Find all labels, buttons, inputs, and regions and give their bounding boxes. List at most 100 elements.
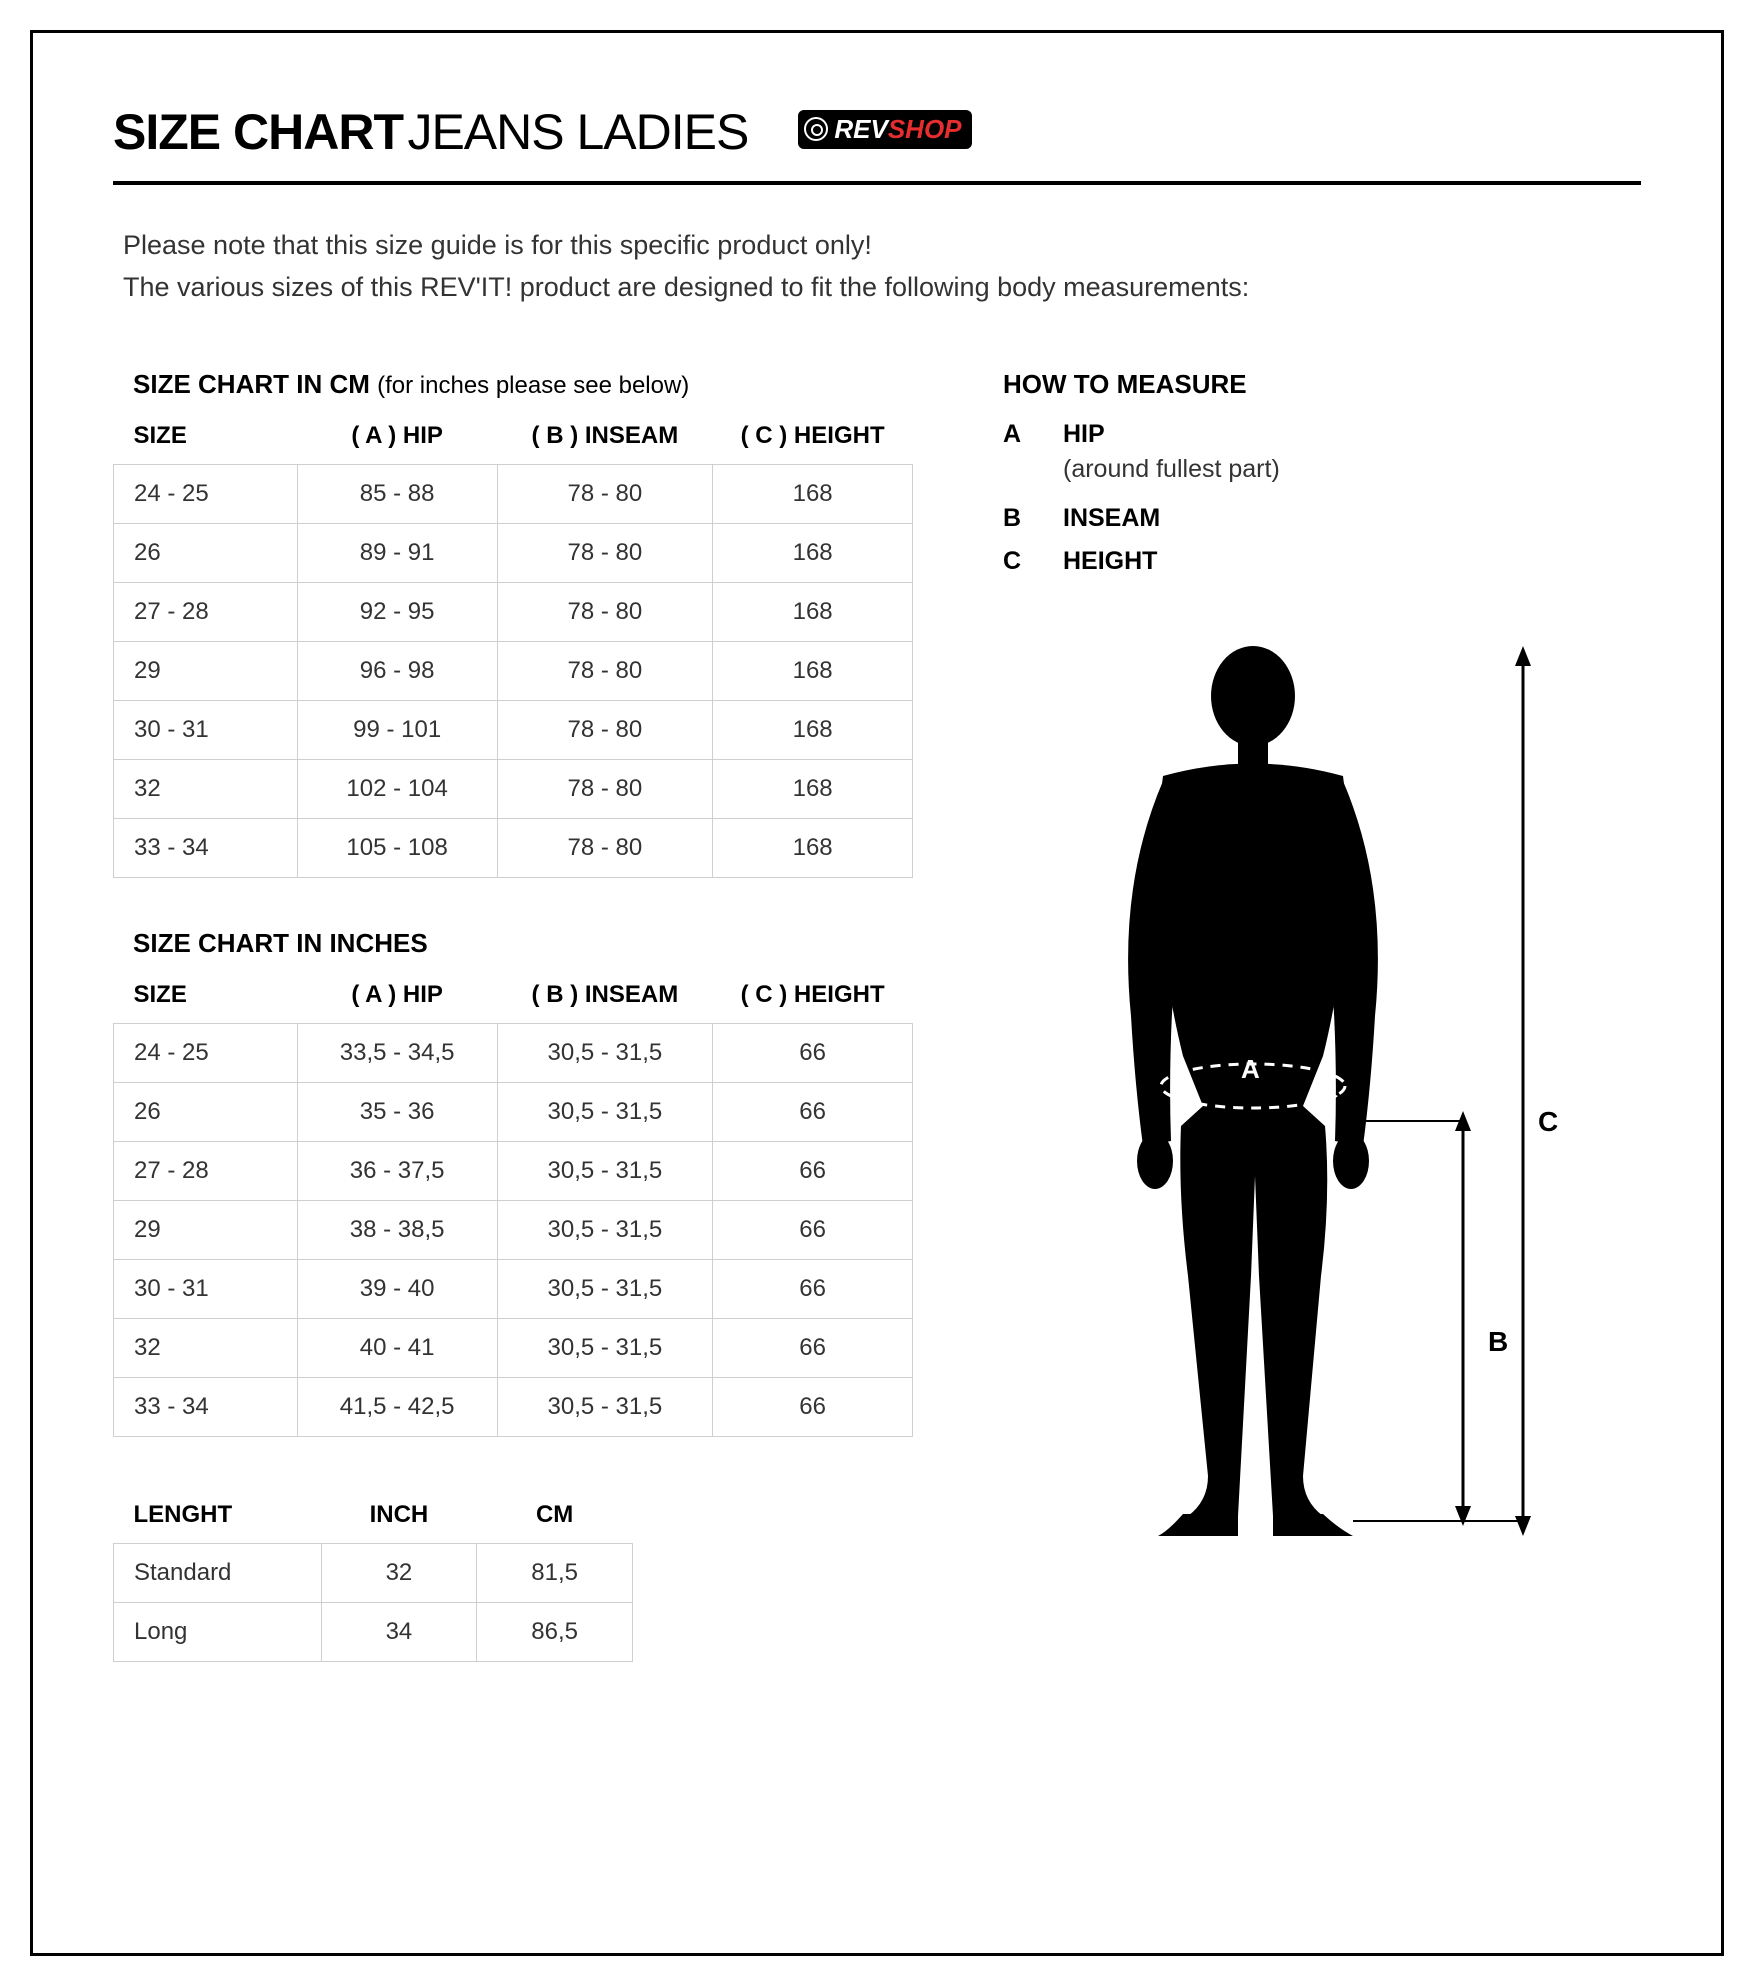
table-cell: 78 - 80 <box>497 818 713 877</box>
in-section-title: SIZE CHART IN INCHES <box>133 928 913 959</box>
table-cell: 33 - 34 <box>114 818 298 877</box>
table-cell: 24 - 25 <box>114 1023 298 1082</box>
measure-key: C <box>1003 547 1063 576</box>
measure-legend: AHIP(around fullest part)BINSEAMCHEIGHT <box>1003 420 1641 576</box>
table-cell: 78 - 80 <box>497 641 713 700</box>
table-cell: 33 - 34 <box>114 1377 298 1436</box>
table-cell: 66 <box>713 1023 913 1082</box>
table-cell: 41,5 - 42,5 <box>297 1377 497 1436</box>
column-header: ( A ) HIP <box>297 408 497 465</box>
title-light: JEANS LADIES <box>407 104 748 160</box>
cm-subtitle: (for inches please see below) <box>377 372 689 399</box>
table-cell: 32 <box>114 759 298 818</box>
table-cell: 92 - 95 <box>297 582 497 641</box>
table-cell: 24 - 25 <box>114 464 298 523</box>
table-row: 32102 - 10478 - 80168 <box>114 759 913 818</box>
size-chart-cm-table: SIZE( A ) HIP( B ) INSEAM( C ) HEIGHT24 … <box>113 408 913 878</box>
table-row: 2996 - 9878 - 80168 <box>114 641 913 700</box>
table-cell: 66 <box>713 1141 913 1200</box>
table-cell: 30,5 - 31,5 <box>497 1023 713 1082</box>
column-header: LENGHT <box>114 1487 322 1544</box>
table-row: 24 - 2533,5 - 34,530,5 - 31,566 <box>114 1023 913 1082</box>
measure-column: HOW TO MEASURE AHIP(around fullest part)… <box>1003 369 1641 1556</box>
table-cell: 78 - 80 <box>497 582 713 641</box>
measure-label: HIP <box>1063 420 1641 449</box>
table-cell: 66 <box>713 1200 913 1259</box>
tables-column: SIZE CHART IN CM (for inches please see … <box>113 369 913 1662</box>
table-cell: 81,5 <box>477 1543 633 1602</box>
table-row: Standard3281,5 <box>114 1543 633 1602</box>
table-cell: 29 <box>114 1200 298 1259</box>
table-row: 24 - 2585 - 8878 - 80168 <box>114 464 913 523</box>
table-cell: 30 - 31 <box>114 700 298 759</box>
table-cell: 168 <box>713 700 913 759</box>
table-cell: 85 - 88 <box>297 464 497 523</box>
figure-svg <box>1003 636 1563 1556</box>
table-row: 27 - 2892 - 9578 - 80168 <box>114 582 913 641</box>
table-cell: 168 <box>713 582 913 641</box>
table-cell: 30 - 31 <box>114 1259 298 1318</box>
intro-line-2: The various sizes of this REV'IT! produc… <box>123 267 1641 309</box>
table-cell: 66 <box>713 1082 913 1141</box>
page-title: SIZE CHART JEANS LADIES <box>113 103 748 161</box>
table-row: 27 - 2836 - 37,530,5 - 31,566 <box>114 1141 913 1200</box>
table-cell: 66 <box>713 1377 913 1436</box>
table-cell: 33,5 - 34,5 <box>297 1023 497 1082</box>
table-cell: 168 <box>713 464 913 523</box>
logo-text-shop: SHOP <box>888 114 962 145</box>
intro-text: Please note that this size guide is for … <box>113 225 1641 309</box>
table-row: 3240 - 4130,5 - 31,566 <box>114 1318 913 1377</box>
table-cell: Long <box>114 1602 322 1661</box>
table-cell: 168 <box>713 523 913 582</box>
table-row: 2938 - 38,530,5 - 31,566 <box>114 1200 913 1259</box>
table-cell: 30,5 - 31,5 <box>497 1141 713 1200</box>
table-cell: 29 <box>114 641 298 700</box>
table-row: 30 - 3139 - 4030,5 - 31,566 <box>114 1259 913 1318</box>
table-cell: 26 <box>114 1082 298 1141</box>
logo-text-rev: REV <box>834 114 887 145</box>
column-header: ( A ) HIP <box>297 967 497 1024</box>
table-cell: 40 - 41 <box>297 1318 497 1377</box>
divider <box>113 181 1641 185</box>
length-table: LENGHTINCHCMStandard3281,5Long3486,5 <box>113 1487 633 1662</box>
column-header: SIZE <box>114 408 298 465</box>
cm-section-title: SIZE CHART IN CM (for inches please see … <box>133 369 913 400</box>
table-cell: 96 - 98 <box>297 641 497 700</box>
table-row: 30 - 3199 - 10178 - 80168 <box>114 700 913 759</box>
figure-label-c: C <box>1538 1106 1558 1138</box>
in-title: SIZE CHART IN INCHES <box>133 928 428 958</box>
body-figure: A B C <box>1003 636 1563 1556</box>
table-cell: 38 - 38,5 <box>297 1200 497 1259</box>
table-cell: 32 <box>321 1543 477 1602</box>
figure-label-a: A <box>1241 1054 1260 1085</box>
measure-note: (around fullest part) <box>1063 455 1641 484</box>
size-chart-inches-table: SIZE( A ) HIP( B ) INSEAM( C ) HEIGHT24 … <box>113 967 913 1437</box>
table-cell: 66 <box>713 1259 913 1318</box>
table-cell: 32 <box>114 1318 298 1377</box>
table-cell: 30,5 - 31,5 <box>497 1200 713 1259</box>
table-cell: 39 - 40 <box>297 1259 497 1318</box>
measure-label: INSEAM <box>1063 504 1641 533</box>
table-cell: 89 - 91 <box>297 523 497 582</box>
brand-logo: REVSHOP <box>798 110 971 149</box>
table-cell: 36 - 37,5 <box>297 1141 497 1200</box>
main-columns: SIZE CHART IN CM (for inches please see … <box>113 369 1641 1662</box>
intro-line-1: Please note that this size guide is for … <box>123 225 1641 267</box>
logo-icon <box>804 117 828 141</box>
table-cell: 30,5 - 31,5 <box>497 1377 713 1436</box>
title-bold: SIZE CHART <box>113 104 403 160</box>
table-cell: 102 - 104 <box>297 759 497 818</box>
table-cell: 35 - 36 <box>297 1082 497 1141</box>
column-header: ( B ) INSEAM <box>497 967 713 1024</box>
measure-label: HEIGHT <box>1063 547 1641 576</box>
table-cell: 99 - 101 <box>297 700 497 759</box>
table-cell: 27 - 28 <box>114 582 298 641</box>
header: SIZE CHART JEANS LADIES REVSHOP <box>113 103 1641 161</box>
table-cell: 168 <box>713 641 913 700</box>
table-cell: 66 <box>713 1318 913 1377</box>
table-cell: 27 - 28 <box>114 1141 298 1200</box>
table-row: 33 - 34105 - 10878 - 80168 <box>114 818 913 877</box>
measure-key: A <box>1003 420 1063 449</box>
table-cell: 30,5 - 31,5 <box>497 1318 713 1377</box>
table-cell: 168 <box>713 759 913 818</box>
